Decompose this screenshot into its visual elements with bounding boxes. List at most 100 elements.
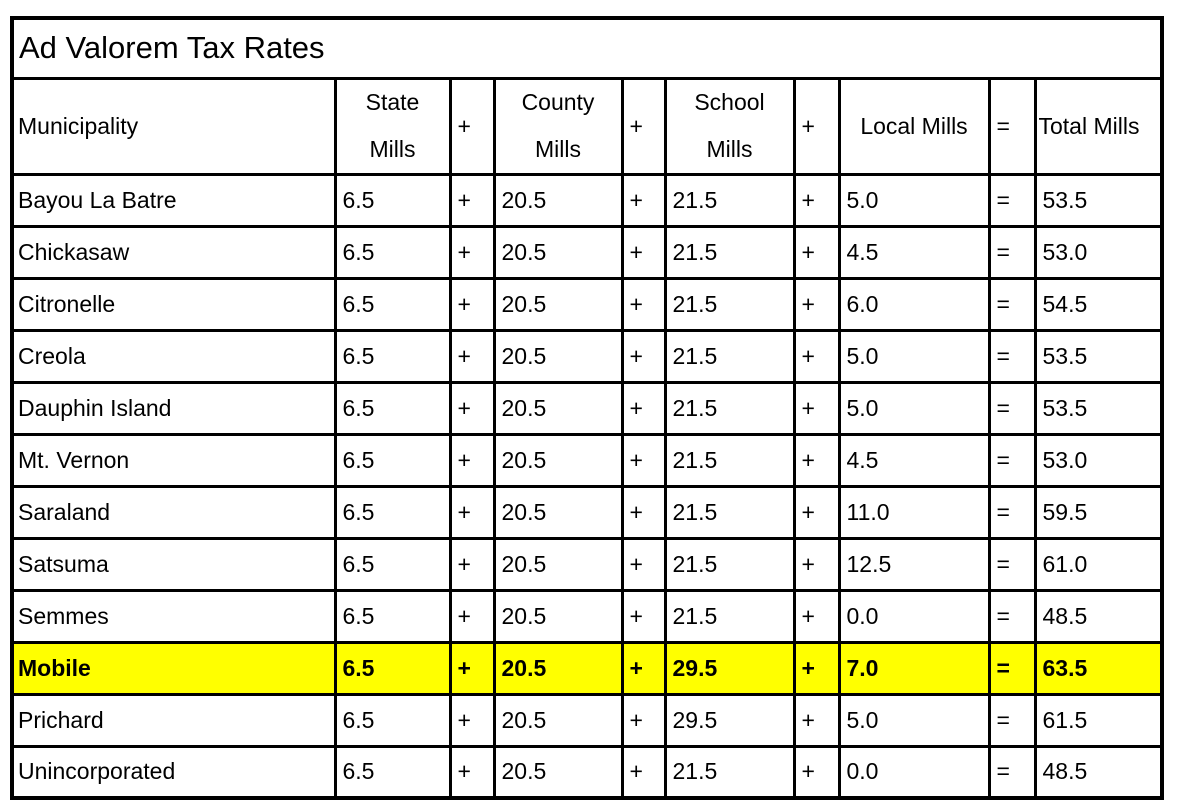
cell-municipality: Mt. Vernon [10,432,337,488]
cell-total: 54.5 [1033,276,1164,332]
cell-county: 20.5 [492,640,624,696]
cell-equals: = [987,380,1037,436]
cell-municipality: Semmes [10,588,337,644]
cell-total: 48.5 [1033,744,1164,800]
cell-plus-1: + [448,536,496,592]
header-school-line1: School [694,89,765,115]
cell-school: 21.5 [663,276,796,332]
cell-county: 20.5 [492,432,624,488]
cell-state: 6.5 [333,536,452,592]
cell-plus-3: + [792,328,841,384]
cell-county: 20.5 [492,692,624,748]
table-row: Semmes 6.5 + 20.5 + 21.5 + 0.0 = 48.5 [10,588,1164,644]
cell-municipality: Creola [10,328,337,384]
cell-state: 6.5 [333,640,452,696]
cell-equals: = [987,276,1037,332]
cell-school: 21.5 [663,224,796,280]
header-total-mills: Total Mills [1033,76,1164,176]
cell-state: 6.5 [333,588,452,644]
cell-county: 20.5 [492,484,624,540]
cell-local: 5.0 [837,172,991,228]
cell-state: 6.5 [333,380,452,436]
cell-local: 5.0 [837,328,991,384]
cell-plus-1: + [448,692,496,748]
cell-plus-1: + [448,276,496,332]
cell-municipality: Saraland [10,484,337,540]
table-row: Bayou La Batre 6.5 + 20.5 + 21.5 + 5.0 =… [10,172,1164,228]
header-state-line1: State [365,89,420,115]
cell-plus-3: + [792,380,841,436]
cell-total: 53.5 [1033,328,1164,384]
cell-plus-2: + [620,172,667,228]
cell-plus-2: + [620,744,667,800]
header-municipality: Municipality [10,76,337,176]
cell-total: 48.5 [1033,588,1164,644]
cell-total: 53.5 [1033,380,1164,436]
cell-municipality: Unincorporated [10,744,337,800]
cell-plus-1: + [448,484,496,540]
header-row: Municipality State Mills + County Mills + … [10,76,1164,176]
table-row: Chickasaw 6.5 + 20.5 + 21.5 + 4.5 = 53.0 [10,224,1164,280]
cell-local: 0.0 [837,588,991,644]
cell-county: 20.5 [492,276,624,332]
cell-equals: = [987,224,1037,280]
header-county-line1: County [521,89,595,115]
title-row: Ad Valorem Tax Rates [10,16,1164,80]
cell-plus-1: + [448,224,496,280]
header-state-line2: Mills [369,136,416,162]
cell-plus-2: + [620,224,667,280]
cell-school: 29.5 [663,692,796,748]
cell-plus-3: + [792,640,841,696]
header-state-mills: State Mills [333,76,452,176]
cell-plus-3: + [792,432,841,488]
cell-state: 6.5 [333,692,452,748]
cell-plus-3: + [792,484,841,540]
cell-school: 21.5 [663,432,796,488]
cell-municipality: Citronelle [10,276,337,332]
cell-plus-1: + [448,172,496,228]
header-equals: = [987,76,1037,176]
table-row: Saraland 6.5 + 20.5 + 21.5 + 11.0 = 59.5 [10,484,1164,540]
cell-local: 7.0 [837,640,991,696]
cell-plus-2: + [620,692,667,748]
cell-total: 59.5 [1033,484,1164,540]
cell-plus-2: + [620,588,667,644]
cell-county: 20.5 [492,744,624,800]
table-row: Satsuma 6.5 + 20.5 + 21.5 + 12.5 = 61.0 [10,536,1164,592]
table-row: Dauphin Island 6.5 + 20.5 + 21.5 + 5.0 =… [10,380,1164,436]
cell-state: 6.5 [333,328,452,384]
cell-equals: = [987,484,1037,540]
header-plus-1: + [448,76,496,176]
cell-county: 20.5 [492,380,624,436]
cell-municipality: Chickasaw [10,224,337,280]
cell-local: 12.5 [837,536,991,592]
cell-school: 21.5 [663,744,796,800]
cell-local: 5.0 [837,692,991,748]
table-row: Creola 6.5 + 20.5 + 21.5 + 5.0 = 53.5 [10,328,1164,384]
cell-total: 63.5 [1033,640,1164,696]
cell-county: 20.5 [492,588,624,644]
cell-plus-1: + [448,380,496,436]
cell-total: 53.0 [1033,224,1164,280]
cell-plus-2: + [620,536,667,592]
cell-school: 21.5 [663,380,796,436]
cell-local: 0.0 [837,744,991,800]
cell-total: 53.5 [1033,172,1164,228]
header-plus-2: + [620,76,667,176]
cell-local: 4.5 [837,432,991,488]
cell-plus-1: + [448,588,496,644]
cell-state: 6.5 [333,744,452,800]
cell-equals: = [987,536,1037,592]
cell-school: 21.5 [663,588,796,644]
cell-plus-3: + [792,588,841,644]
cell-local: 5.0 [837,380,991,436]
header-school-mills: School Mills [663,76,796,176]
cell-local: 6.0 [837,276,991,332]
cell-school: 29.5 [663,640,796,696]
cell-plus-3: + [792,536,841,592]
cell-municipality: Dauphin Island [10,380,337,436]
cell-plus-2: + [620,640,667,696]
cell-plus-3: + [792,224,841,280]
cell-plus-1: + [448,640,496,696]
table-row: Unincorporated 6.5 + 20.5 + 21.5 + 0.0 =… [10,744,1164,800]
